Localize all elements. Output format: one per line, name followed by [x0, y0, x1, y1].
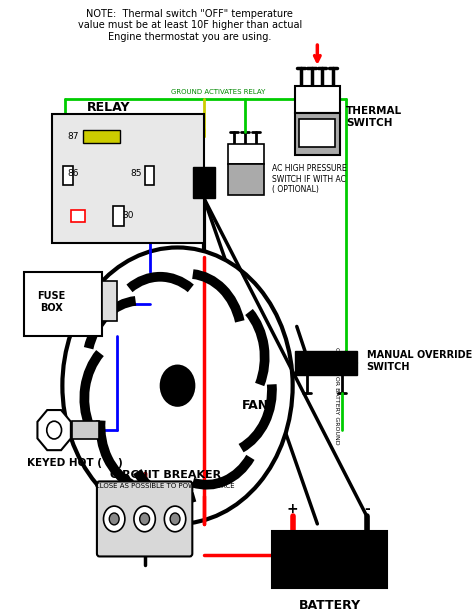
Text: RELAY: RELAY: [87, 101, 130, 114]
Bar: [295, 351, 357, 375]
Bar: [228, 164, 264, 195]
Text: FAN: FAN: [242, 399, 269, 412]
Bar: [83, 130, 120, 143]
Text: BATTERY: BATTERY: [299, 600, 361, 612]
Text: 86: 86: [67, 169, 79, 178]
Bar: [299, 119, 336, 147]
Bar: [228, 144, 264, 164]
Circle shape: [134, 506, 155, 531]
Text: 30: 30: [122, 211, 134, 221]
Circle shape: [103, 506, 125, 531]
Bar: [63, 166, 73, 185]
Text: AC HIGH PRESSURE
SWITCH IF WITH AC
( OPTIONAL): AC HIGH PRESSURE SWITCH IF WITH AC ( OPT…: [272, 164, 346, 194]
Text: NOTE:  Thermal switch "OFF" temperature
value must be at least 10F higher than a: NOTE: Thermal switch "OFF" temperature v…: [78, 9, 302, 42]
Bar: [24, 272, 102, 337]
Text: 85: 85: [131, 169, 142, 178]
Bar: [72, 421, 99, 439]
Text: THERMAL
SWITCH: THERMAL SWITCH: [346, 107, 402, 128]
Circle shape: [140, 513, 150, 525]
Bar: [52, 114, 204, 243]
Circle shape: [161, 366, 194, 405]
Circle shape: [170, 513, 180, 525]
Text: CLOSE AS POSSIBLE TO POWER SOURCE: CLOSE AS POSSIBLE TO POWER SOURCE: [95, 484, 235, 489]
Bar: [145, 166, 155, 185]
Polygon shape: [37, 410, 71, 450]
Bar: [295, 86, 340, 113]
Bar: [272, 531, 387, 588]
Text: 87: 87: [67, 132, 79, 142]
Text: -: -: [364, 502, 370, 516]
Text: KEYED HOT ( + ): KEYED HOT ( + ): [27, 458, 123, 468]
Bar: [295, 113, 340, 154]
Circle shape: [164, 506, 186, 531]
Bar: [193, 167, 215, 198]
Text: CIRCUIT BREAKER: CIRCUIT BREAKER: [109, 470, 221, 479]
Text: GROUND ACTIVATES RELAY: GROUND ACTIVATES RELAY: [172, 89, 266, 96]
Bar: [102, 281, 117, 321]
Bar: [113, 206, 124, 226]
Text: CHASSIS OR BATTERY GROUND: CHASSIS OR BATTERY GROUND: [334, 347, 339, 444]
Bar: [71, 210, 85, 222]
Text: FUSE
BOX: FUSE BOX: [37, 291, 66, 313]
Text: MANUAL OVERRIDE
SWITCH: MANUAL OVERRIDE SWITCH: [367, 350, 472, 372]
Circle shape: [47, 421, 62, 439]
Text: +: +: [287, 502, 299, 516]
Circle shape: [109, 513, 119, 525]
FancyBboxPatch shape: [97, 481, 192, 557]
Circle shape: [63, 248, 292, 524]
